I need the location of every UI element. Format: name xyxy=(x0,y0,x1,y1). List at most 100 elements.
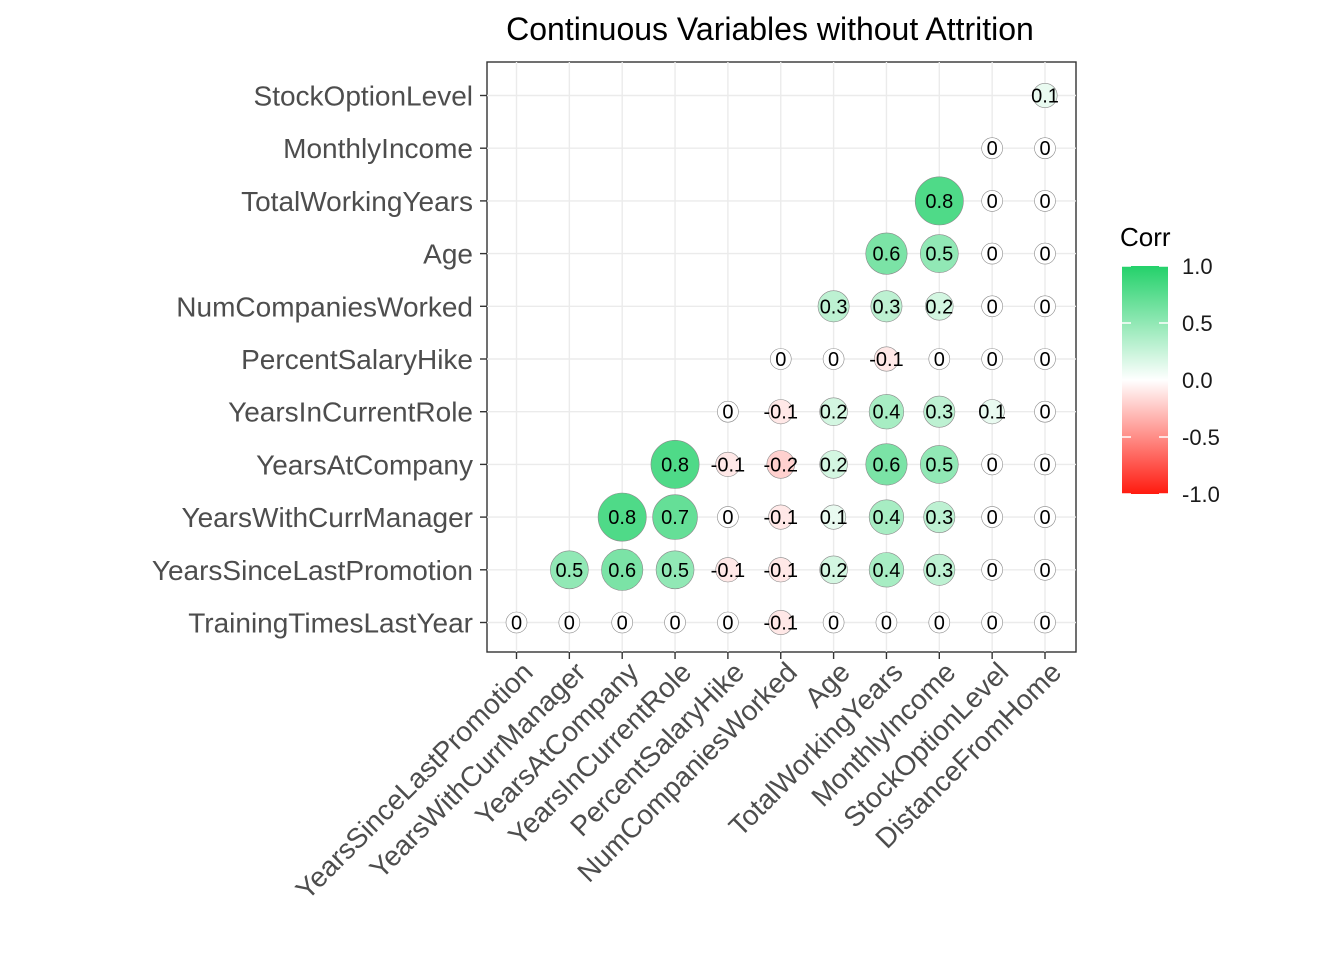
corr-circle xyxy=(1034,348,1056,370)
legend: Corr 1.0 0.5 0.0 -0.5 -1.0 xyxy=(1120,222,1220,507)
corr-value-label: 0.1 xyxy=(820,507,848,529)
corr-value-label: 0 xyxy=(987,613,998,635)
y-tick-label: YearsInCurrentRole xyxy=(228,397,473,428)
corr-value-label: 0.3 xyxy=(873,296,901,318)
corr-circle xyxy=(611,611,634,634)
corr-value-label: 0.2 xyxy=(820,454,848,476)
corr-value-label: 0.1 xyxy=(1031,86,1059,108)
corr-circle xyxy=(650,439,700,489)
corr-circle xyxy=(766,450,795,479)
corr-circle xyxy=(981,558,1003,581)
corr-circle xyxy=(981,190,1003,212)
corr-value-label: 0.1 xyxy=(978,402,1006,424)
corr-value-label: 0 xyxy=(617,613,628,635)
corr-circle xyxy=(768,557,794,583)
corr-value-label: 0 xyxy=(987,296,998,318)
x-axis-labels: YearsSinceLastPromotionYearsWithCurrMana… xyxy=(290,656,1068,905)
corr-circle xyxy=(655,550,695,590)
corr-circle xyxy=(981,295,1003,318)
corr-circle xyxy=(768,399,794,425)
corr-value-label: 0 xyxy=(722,613,733,635)
corr-circle xyxy=(1034,453,1056,476)
corr-value-label: 0 xyxy=(987,191,998,213)
y-tick-label: TrainingTimesLastYear xyxy=(188,608,473,639)
corr-circle xyxy=(875,611,898,634)
corr-circle xyxy=(981,453,1003,476)
corr-value-label: 0.2 xyxy=(820,402,848,424)
corr-value-label: -0.1 xyxy=(711,454,745,476)
corr-circle xyxy=(928,611,951,634)
corr-value-label: 0 xyxy=(722,402,733,424)
corr-circle xyxy=(819,450,848,479)
corr-value-label: 0 xyxy=(1039,560,1050,582)
corr-circle xyxy=(981,348,1003,370)
corr-value-label: 0.3 xyxy=(820,296,848,318)
corr-value-label: 0 xyxy=(722,507,733,529)
corr-value-label: 0 xyxy=(987,507,998,529)
corr-circle xyxy=(1032,83,1058,109)
corr-circle xyxy=(981,506,1003,528)
corr-circle xyxy=(865,232,908,275)
corr-value-label: -0.1 xyxy=(764,402,798,424)
axis-ticks xyxy=(480,94,1046,659)
corr-circle xyxy=(1034,558,1056,581)
corr-value-label: 0.5 xyxy=(661,560,689,582)
corr-circle xyxy=(550,550,589,590)
legend-tick-label: -1.0 xyxy=(1182,482,1220,507)
corr-circle xyxy=(768,504,794,530)
corr-value-label: 0.4 xyxy=(873,402,901,424)
corr-value-label: 0.6 xyxy=(608,560,636,582)
legend-ticks: 1.0 0.5 0.0 -0.5 -1.0 xyxy=(1122,254,1220,507)
y-tick-label: YearsAtCompany xyxy=(256,449,473,480)
corr-circle xyxy=(768,609,794,635)
corr-circle xyxy=(923,553,956,586)
corr-circle xyxy=(505,611,528,634)
corr-circle xyxy=(597,492,647,542)
y-tick-label: YearsSinceLastPromotion xyxy=(152,555,473,586)
corr-value-label: 0.6 xyxy=(873,244,901,266)
corr-circle xyxy=(819,555,848,584)
corr-value-label: -0.1 xyxy=(869,349,903,371)
corr-value-label: -0.1 xyxy=(764,613,798,635)
legend-title: Corr xyxy=(1120,222,1171,252)
corr-circle xyxy=(558,611,581,634)
corr-value-label: 0.5 xyxy=(925,244,953,266)
corr-value-label: 0 xyxy=(1039,349,1050,371)
y-tick-label: Age xyxy=(423,239,473,270)
corr-value-label: 0 xyxy=(987,560,998,582)
y-tick-label: YearsWithCurrManager xyxy=(181,502,473,533)
corr-value-label: -0.1 xyxy=(711,560,745,582)
corr-value-label: 0 xyxy=(1039,138,1050,160)
corr-circle xyxy=(652,494,698,540)
legend-tick-label: 0.5 xyxy=(1182,311,1213,336)
corr-circle xyxy=(1034,400,1056,423)
corr-value-label: 0.8 xyxy=(925,191,953,213)
corr-circle xyxy=(981,242,1003,265)
corr-circle xyxy=(923,501,956,533)
corr-value-label: -0.1 xyxy=(764,560,798,582)
corr-value-label: 0 xyxy=(934,349,945,371)
legend-tick-label: 1.0 xyxy=(1182,254,1213,279)
corr-circle xyxy=(1034,137,1056,159)
corr-value-label: 0.2 xyxy=(820,560,848,582)
corr-value-label: 0 xyxy=(1039,613,1050,635)
corr-circle xyxy=(717,506,739,528)
corr-circle xyxy=(981,137,1003,159)
corr-value-label: 0.8 xyxy=(661,454,689,476)
corr-circle xyxy=(717,611,739,634)
corr-value-label: 0 xyxy=(1039,244,1050,266)
corr-value-label: 0 xyxy=(828,349,839,371)
corr-circle xyxy=(717,400,739,423)
corr-circle xyxy=(822,348,845,370)
legend-tick-label: -0.5 xyxy=(1182,425,1220,450)
corr-value-label: 0.6 xyxy=(873,454,901,476)
corr-value-label: 0 xyxy=(1039,454,1050,476)
corr-value-label: 0 xyxy=(881,613,892,635)
corr-circle xyxy=(715,451,741,477)
corr-circle xyxy=(819,397,848,426)
y-tick-label: PercentSalaryHike xyxy=(241,344,473,375)
corr-value-label: 0.4 xyxy=(873,560,901,582)
corr-circle xyxy=(1034,295,1056,318)
corr-value-label: 0 xyxy=(775,349,786,371)
